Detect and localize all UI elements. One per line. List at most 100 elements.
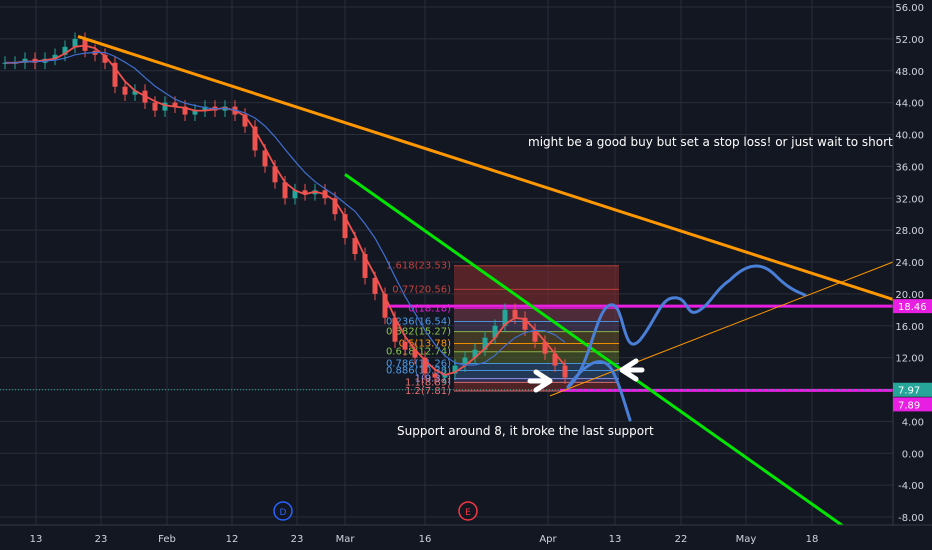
candle[interactable] [242, 114, 248, 127]
note-top: might be a good buy but set a stop loss!… [528, 135, 905, 149]
candle[interactable] [482, 337, 488, 350]
fib-zone [454, 308, 619, 322]
y-axis-panel [893, 0, 932, 550]
x-axis-tick-label: Mar [336, 534, 356, 545]
candle[interactable] [562, 365, 568, 378]
candle[interactable] [272, 166, 278, 183]
candle[interactable] [422, 357, 428, 374]
fib-level-label: 0(18.18) [408, 303, 451, 314]
x-axis-panel [0, 525, 932, 550]
candle[interactable] [502, 309, 508, 326]
fib-level-label: 1.2(7.81) [405, 386, 451, 397]
event-marker-d[interactable] [273, 501, 293, 521]
candle[interactable] [252, 126, 258, 151]
fib-zone [454, 321, 619, 332]
y-axis-tick-label: 16.00 [895, 322, 924, 333]
candle[interactable] [102, 54, 108, 63]
candle[interactable] [542, 341, 548, 354]
candle[interactable] [152, 102, 158, 111]
candle[interactable] [52, 54, 58, 59]
event-marker-e[interactable] [458, 501, 478, 521]
y-axis-tick-label: 36.00 [895, 162, 924, 173]
candle[interactable] [202, 106, 208, 111]
candle[interactable] [412, 349, 418, 358]
y-axis-tick-label: -4.00 [898, 481, 924, 492]
candle[interactable] [72, 38, 78, 47]
x-axis-tick-label: 22 [675, 534, 688, 545]
candle[interactable] [452, 365, 458, 374]
arrow-left-icon [619, 358, 645, 382]
candle[interactable] [162, 102, 168, 111]
candle[interactable] [392, 317, 398, 342]
candle[interactable] [402, 341, 408, 350]
candle[interactable] [372, 277, 378, 294]
price-badge-label: 7.97 [898, 386, 920, 397]
fib-level-label: 1.618(23.53) [386, 261, 451, 272]
y-axis-tick-label: 32.00 [895, 194, 924, 205]
fib-zone [454, 351, 619, 364]
candle[interactable] [172, 102, 178, 107]
candle[interactable] [122, 86, 128, 95]
candle[interactable] [282, 182, 288, 199]
event-marker-label: E [465, 508, 471, 518]
candle[interactable] [382, 293, 388, 318]
candle[interactable] [552, 353, 558, 366]
candle[interactable] [332, 198, 338, 215]
y-axis-tick-label: 56.00 [895, 3, 924, 14]
candle[interactable] [182, 106, 188, 115]
candle[interactable] [512, 309, 518, 318]
candle[interactable] [132, 90, 138, 95]
projection-path-down [566, 360, 632, 422]
candle[interactable] [472, 349, 478, 358]
price-badge-label: 18.46 [898, 302, 927, 313]
x-axis-tick-label: May [736, 534, 757, 545]
fib-zone [454, 265, 619, 290]
price-badge [893, 299, 932, 314]
ma-long-line [5, 51, 566, 366]
y-axis-tick-label: 40.00 [895, 131, 924, 142]
price-badge [893, 382, 932, 397]
candle[interactable] [292, 190, 298, 199]
projection-path-up [566, 264, 807, 389]
candle[interactable] [262, 150, 268, 167]
candle[interactable] [352, 238, 358, 255]
x-axis-tick-label: 23 [95, 534, 108, 545]
candle[interactable] [62, 46, 68, 55]
x-axis-tick-label: 13 [609, 534, 622, 545]
candle[interactable] [362, 254, 368, 278]
candle[interactable] [462, 357, 468, 366]
x-axis-tick-label: 13 [30, 534, 43, 545]
candle[interactable] [492, 325, 498, 338]
downtrend-line[interactable] [77, 35, 894, 301]
ma-short-line [5, 44, 566, 376]
x-axis-tick-label: Apr [539, 534, 557, 545]
fib-zone [454, 289, 619, 309]
fib-level-label: 0.77(20.56) [392, 284, 451, 295]
candle[interactable] [192, 110, 198, 115]
fib-level-label: 0.236(16.54) [386, 316, 451, 327]
y-axis-tick-label: 28.00 [895, 226, 924, 237]
green-trendline[interactable] [344, 173, 846, 529]
candle[interactable] [432, 373, 438, 378]
arrow-right-icon [527, 369, 553, 393]
x-axis-tick-label: 16 [419, 534, 432, 545]
price-badge [893, 397, 932, 412]
y-axis-tick-label: 12.00 [895, 354, 924, 365]
y-axis-tick-label: 0.00 [902, 449, 924, 460]
candle[interactable] [112, 62, 118, 87]
fib-level-label: 0.382(15.27) [386, 327, 451, 338]
candle[interactable] [342, 214, 348, 239]
y-axis-tick-label: 48.00 [895, 67, 924, 78]
price-badge-label: 7.89 [898, 400, 920, 411]
candle[interactable] [302, 190, 308, 195]
note-bottom: Support around 8, it broke the last supp… [397, 424, 654, 438]
y-axis-tick-label: -8.00 [898, 513, 924, 524]
candle[interactable] [532, 329, 538, 342]
fib-level-label: 1.1(8.89) [405, 377, 451, 388]
fib-level-label: 0.786(11.26) [386, 359, 451, 370]
rising-support-line[interactable] [549, 261, 894, 397]
candle[interactable] [522, 317, 528, 330]
y-axis-tick-label: 52.00 [895, 35, 924, 46]
